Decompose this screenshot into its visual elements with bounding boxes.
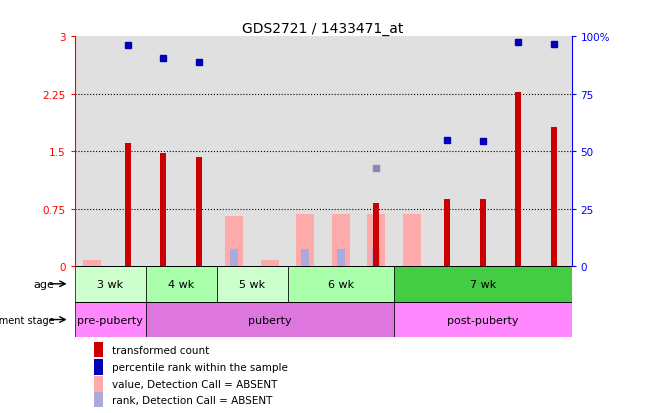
Bar: [373, 249, 380, 266]
Bar: [480, 200, 486, 266]
Bar: [551, 127, 557, 266]
Bar: [403, 214, 421, 266]
Text: post-puberty: post-puberty: [447, 315, 518, 325]
Text: puberty: puberty: [248, 315, 292, 325]
Text: transformed count: transformed count: [112, 345, 209, 355]
Text: 3 wk: 3 wk: [97, 279, 123, 289]
Text: rank, Detection Call = ABSENT: rank, Detection Call = ABSENT: [112, 394, 272, 405]
Bar: [124, 144, 131, 266]
Text: percentile rank within the sample: percentile rank within the sample: [112, 362, 288, 372]
Text: 6 wk: 6 wk: [328, 279, 354, 289]
Bar: [196, 158, 202, 266]
Bar: [301, 249, 309, 266]
Text: value, Detection Call = ABSENT: value, Detection Call = ABSENT: [112, 379, 277, 389]
Bar: [95, 359, 103, 375]
Bar: [95, 392, 103, 408]
Bar: [226, 217, 243, 266]
Text: pre-puberty: pre-puberty: [77, 315, 143, 325]
Text: development stage: development stage: [0, 315, 54, 325]
Bar: [95, 342, 103, 358]
Bar: [394, 302, 572, 337]
Bar: [288, 266, 394, 302]
Bar: [515, 93, 522, 266]
Bar: [160, 154, 167, 266]
Text: 4 wk: 4 wk: [168, 279, 194, 289]
Text: age: age: [34, 279, 54, 289]
Bar: [296, 214, 314, 266]
Text: 5 wk: 5 wk: [239, 279, 265, 289]
Bar: [367, 214, 385, 266]
Bar: [261, 260, 279, 266]
Bar: [75, 266, 146, 302]
Bar: [373, 204, 379, 266]
Bar: [332, 214, 350, 266]
Bar: [146, 302, 394, 337]
Text: 7 wk: 7 wk: [470, 279, 496, 289]
Bar: [444, 199, 450, 266]
Bar: [394, 266, 572, 302]
Bar: [84, 260, 101, 266]
Bar: [216, 266, 288, 302]
Bar: [95, 376, 103, 392]
Title: GDS2721 / 1433471_at: GDS2721 / 1433471_at: [242, 22, 404, 36]
Bar: [75, 302, 146, 337]
Bar: [146, 266, 216, 302]
Bar: [337, 249, 345, 266]
Bar: [230, 249, 238, 266]
